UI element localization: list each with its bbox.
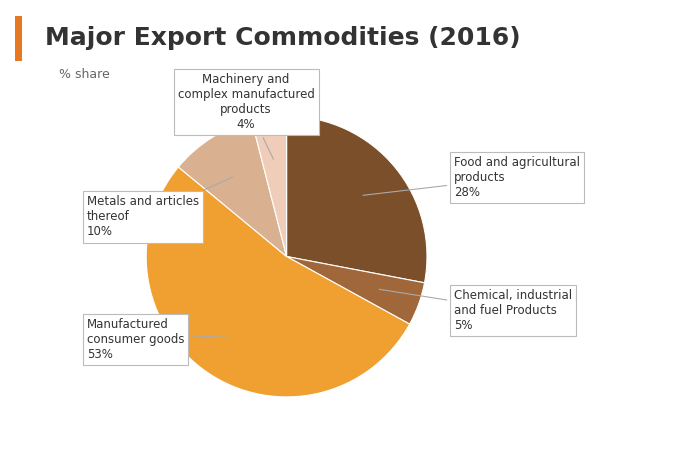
Wedge shape	[287, 256, 424, 324]
Wedge shape	[146, 167, 410, 397]
Text: Major Export Commodities (2016): Major Export Commodities (2016)	[45, 26, 521, 50]
Text: Manufactured
consumer goods
53%: Manufactured consumer goods 53%	[87, 318, 230, 361]
Text: % share: % share	[59, 68, 110, 81]
Wedge shape	[178, 121, 287, 256]
Wedge shape	[252, 116, 287, 256]
Text: Machinery and
complex manufactured
products
4%: Machinery and complex manufactured produ…	[178, 73, 315, 159]
Text: Food and agricultural
products
28%: Food and agricultural products 28%	[363, 156, 580, 199]
Text: Chemical, industrial
and fuel Products
5%: Chemical, industrial and fuel Products 5…	[379, 289, 572, 332]
Text: Metals and articles
thereof
10%: Metals and articles thereof 10%	[87, 177, 233, 238]
Wedge shape	[287, 116, 427, 283]
FancyBboxPatch shape	[15, 16, 22, 61]
